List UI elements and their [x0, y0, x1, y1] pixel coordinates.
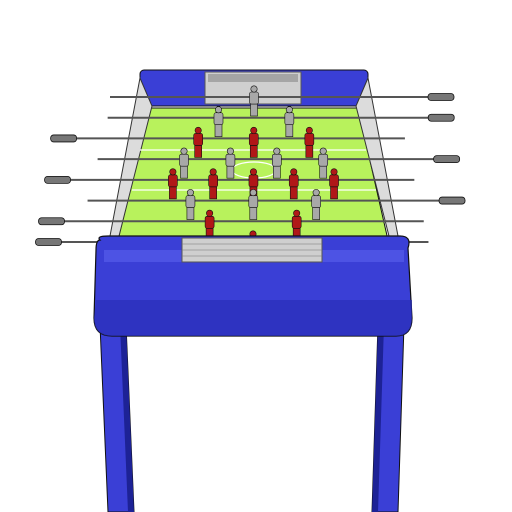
rod-handle[interactable]	[438, 196, 466, 205]
red-player	[329, 168, 339, 200]
red-player	[193, 126, 203, 158]
table-legs	[99, 324, 405, 512]
grey-player	[213, 106, 224, 138]
red-player	[168, 168, 178, 200]
rod-handle[interactable]	[50, 134, 78, 143]
front-rail	[93, 235, 413, 337]
grey-player	[248, 189, 259, 220]
grey-player	[249, 85, 259, 117]
red-player	[208, 168, 218, 200]
rod-handle[interactable]	[35, 238, 62, 246]
leg-right-shade	[372, 325, 384, 512]
red-player	[288, 168, 299, 200]
front-goal-net	[182, 243, 322, 257]
grey-player	[318, 147, 329, 179]
grey-player	[185, 189, 196, 220]
grey-player	[284, 106, 295, 138]
back-goal-net	[208, 74, 298, 82]
grey-player	[179, 147, 189, 179]
rod-1[interactable]	[110, 85, 455, 117]
rod-handle[interactable]	[433, 155, 461, 164]
red-player	[204, 209, 215, 241]
rod-7[interactable]	[38, 209, 424, 241]
rod-handle[interactable]	[44, 175, 71, 184]
rod-2[interactable]	[107, 106, 455, 138]
rod-3[interactable]	[50, 126, 405, 158]
rod-handle[interactable]	[427, 113, 455, 122]
red-player	[248, 126, 259, 158]
rod-6[interactable]	[87, 189, 466, 220]
leg-left-shade	[120, 325, 134, 512]
rod-handle[interactable]	[427, 93, 455, 101]
grey-player	[225, 147, 236, 179]
rods-layer	[35, 85, 466, 262]
rod-handle[interactable]	[38, 217, 65, 226]
rod-4[interactable]	[97, 147, 461, 179]
grey-player	[272, 147, 282, 179]
grey-player	[311, 189, 321, 220]
front-rail-shade	[94, 300, 412, 336]
red-player	[304, 126, 315, 158]
